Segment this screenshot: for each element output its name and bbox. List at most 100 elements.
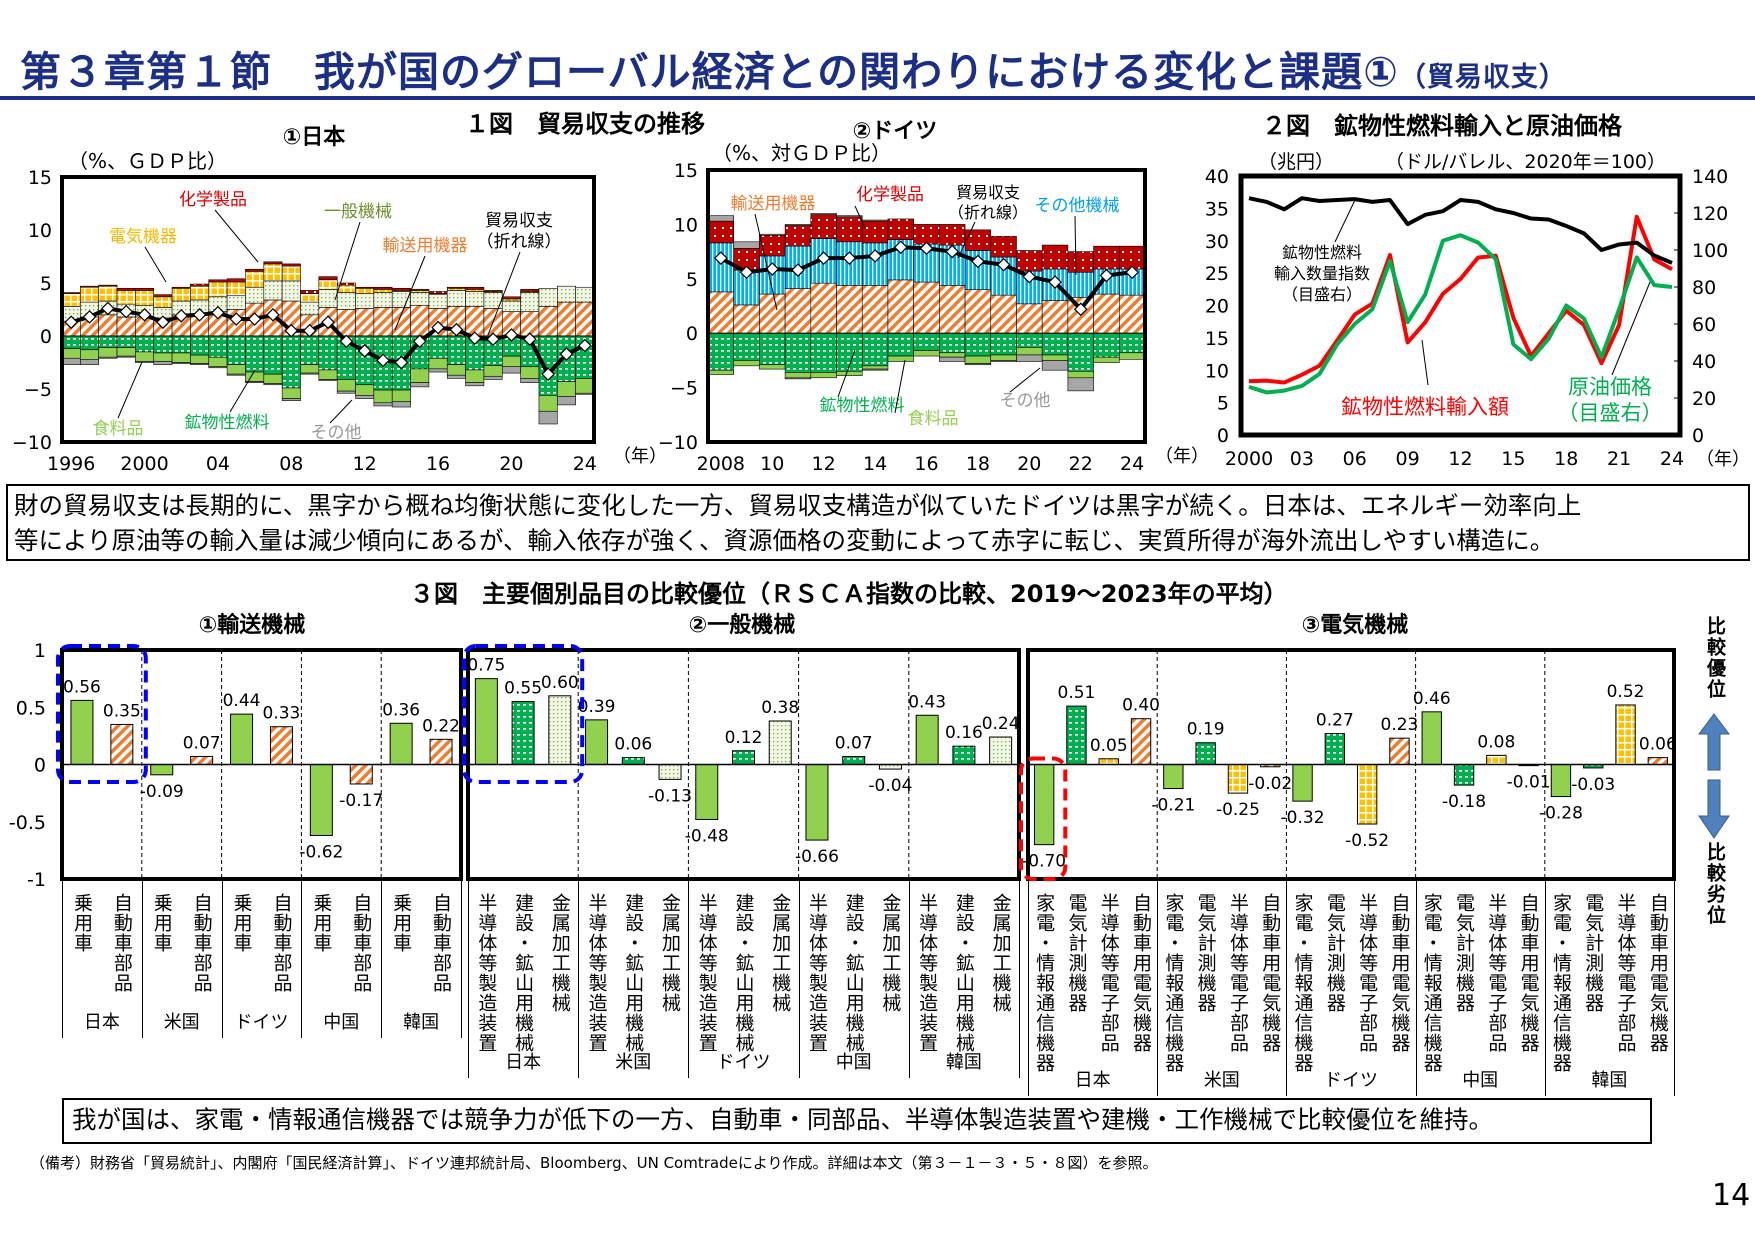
bar-segment-series1 xyxy=(557,285,576,303)
bar-segment-series6 xyxy=(391,401,411,408)
bar-segment-series0 xyxy=(887,279,914,334)
rsca-value-label: 0.38 xyxy=(761,698,799,718)
label-separator xyxy=(1157,879,1159,1096)
x-tick-label: 21 xyxy=(1607,448,1631,470)
bar-segment-series2 xyxy=(245,271,265,288)
y-tick-label: 15 xyxy=(28,167,52,189)
bar-segment-series6 xyxy=(939,356,966,362)
bar-segment-series3 xyxy=(520,289,540,292)
bar-segment-series3 xyxy=(733,241,760,249)
bar-segment-series5 xyxy=(990,354,1017,361)
balance-marker xyxy=(1125,265,1139,280)
left-y-tick-label: 15 xyxy=(1205,328,1229,350)
rsca-bar xyxy=(1227,764,1249,794)
rsca-bar xyxy=(110,723,134,765)
bar-segment-series6 xyxy=(61,357,81,365)
rsca-value-label: -0.21 xyxy=(1151,796,1195,816)
label-separator xyxy=(468,879,469,1078)
summary-box-trade: 財の貿易収支は長期的に、黒字から概ね均衡状態に変化した一方、貿易収支構造が似てい… xyxy=(6,484,1750,561)
fig2-label-volume-3: （目盛右） xyxy=(1282,285,1362,304)
x-tick-label: 12 xyxy=(353,453,377,475)
item-label: 金属加工機械 xyxy=(989,893,1012,1013)
rsca-bar xyxy=(1324,733,1346,766)
bar-segment-series1 xyxy=(520,292,540,312)
label-separator xyxy=(1019,879,1020,1078)
summary-line-2: 等により原油等の輸入量は減少傾向にあるが、輸入依存が強く、資源価格の変動によって… xyxy=(14,526,1555,555)
rsca-bar xyxy=(915,714,939,766)
rsca-value-label: 0.06 xyxy=(614,735,652,755)
bar-segment-series2 xyxy=(116,290,136,305)
bar-segment-series3 xyxy=(190,283,210,287)
bar-segment-series3 xyxy=(810,213,837,215)
jp-label-chemical: 化学製品 xyxy=(179,190,247,210)
bar-segment-series2 xyxy=(98,285,118,302)
bar-segment-series0 xyxy=(939,285,966,334)
bar-segment-series5 xyxy=(61,348,81,359)
rsca-value-label: 0.46 xyxy=(1413,689,1451,709)
bar-segment-series6 xyxy=(1067,377,1094,392)
y-tick-label: −5 xyxy=(24,379,52,401)
bar-segment-series0 xyxy=(355,308,375,337)
bar-segment-series4 xyxy=(1067,332,1094,372)
bar-segment-series6 xyxy=(483,375,503,380)
left-y-tick-label: 10 xyxy=(1205,360,1229,382)
x-tick-label: 14 xyxy=(863,453,887,475)
balance-marker xyxy=(156,315,170,330)
balance-marker xyxy=(321,315,335,330)
bar-segment-series6 xyxy=(861,368,889,371)
item-label: 半導体等製造装置 xyxy=(475,893,498,1053)
bar-segment-series2 xyxy=(300,293,320,303)
rsca-bar xyxy=(1421,711,1442,766)
bar-segment-series2 xyxy=(964,229,992,251)
country-label: 日本 xyxy=(1074,1070,1111,1091)
rsca-value-label: -0.52 xyxy=(1345,831,1389,851)
bar-segment-series2 xyxy=(446,287,466,291)
japan-y-unit: （%、ＧＤＰ比） xyxy=(68,149,227,173)
bar-segment-series2 xyxy=(318,279,338,290)
right-y-tick-label: 80 xyxy=(1692,277,1716,299)
left-y-tick-label: 0 xyxy=(1217,425,1229,447)
bar-segment-series5 xyxy=(810,372,837,379)
rsca-bar xyxy=(952,745,976,765)
plot-frame xyxy=(1238,173,1683,438)
page-title: 第３章第１節 我が国のグローバル経済との関わりにおける変化と課題①（貿易収支） xyxy=(20,38,1567,98)
bar-segment-series3 xyxy=(135,287,155,291)
highlight-box xyxy=(1019,756,1068,881)
x-tick-label: 03 xyxy=(1290,448,1314,470)
highlight-box xyxy=(56,644,148,784)
country-label: 韓国 xyxy=(1591,1070,1628,1091)
bar-segment-series5 xyxy=(410,368,430,383)
rsca-value-label: -0.25 xyxy=(1216,800,1260,820)
rsca-value-label: -0.62 xyxy=(299,842,343,862)
bar-segment-series1 xyxy=(428,294,448,309)
item-label: 建設・鉱山用機械 xyxy=(512,893,535,1053)
country-label: 米国 xyxy=(163,1012,200,1033)
bar-segment-series3 xyxy=(318,276,338,281)
bar-segment-series3 xyxy=(171,286,191,289)
summary-line-1: 財の貿易収支は長期的に、黒字から概ね均衡状態に変化した一方、貿易収支構造が似てい… xyxy=(14,491,1582,520)
country-label: 米国 xyxy=(615,1052,652,1073)
bar-segment-series3 xyxy=(153,294,173,298)
bar-segment-series5 xyxy=(520,366,540,379)
bar-segment-series1 xyxy=(336,292,356,310)
label-separator xyxy=(578,879,580,1078)
bar-segment-series3 xyxy=(784,224,812,226)
bar-segment-series6 xyxy=(428,368,448,373)
bar-segment-series6 xyxy=(226,373,246,376)
rsca-value-label: 0.39 xyxy=(578,697,616,717)
rsca-bar xyxy=(1033,764,1055,846)
fig2-left-unit: （兆円） xyxy=(1258,151,1334,173)
bar-segment-series4 xyxy=(1093,332,1120,358)
item-label: 自動車用電気機器 xyxy=(1130,893,1153,1053)
label-separator xyxy=(221,879,223,1038)
right-y-tick-label: 20 xyxy=(1692,388,1716,410)
item-label: 乗用車 xyxy=(390,893,413,953)
balance-marker xyxy=(174,309,189,323)
item-label: 半導体等製造装置 xyxy=(805,893,828,1053)
bar-segment-series0 xyxy=(1093,293,1120,334)
y-tick-label: 10 xyxy=(674,214,698,236)
rsca-value-label: 0.23 xyxy=(1381,715,1419,735)
left-y-tick-label: 35 xyxy=(1205,198,1229,220)
series-line-2 xyxy=(1248,196,1673,265)
